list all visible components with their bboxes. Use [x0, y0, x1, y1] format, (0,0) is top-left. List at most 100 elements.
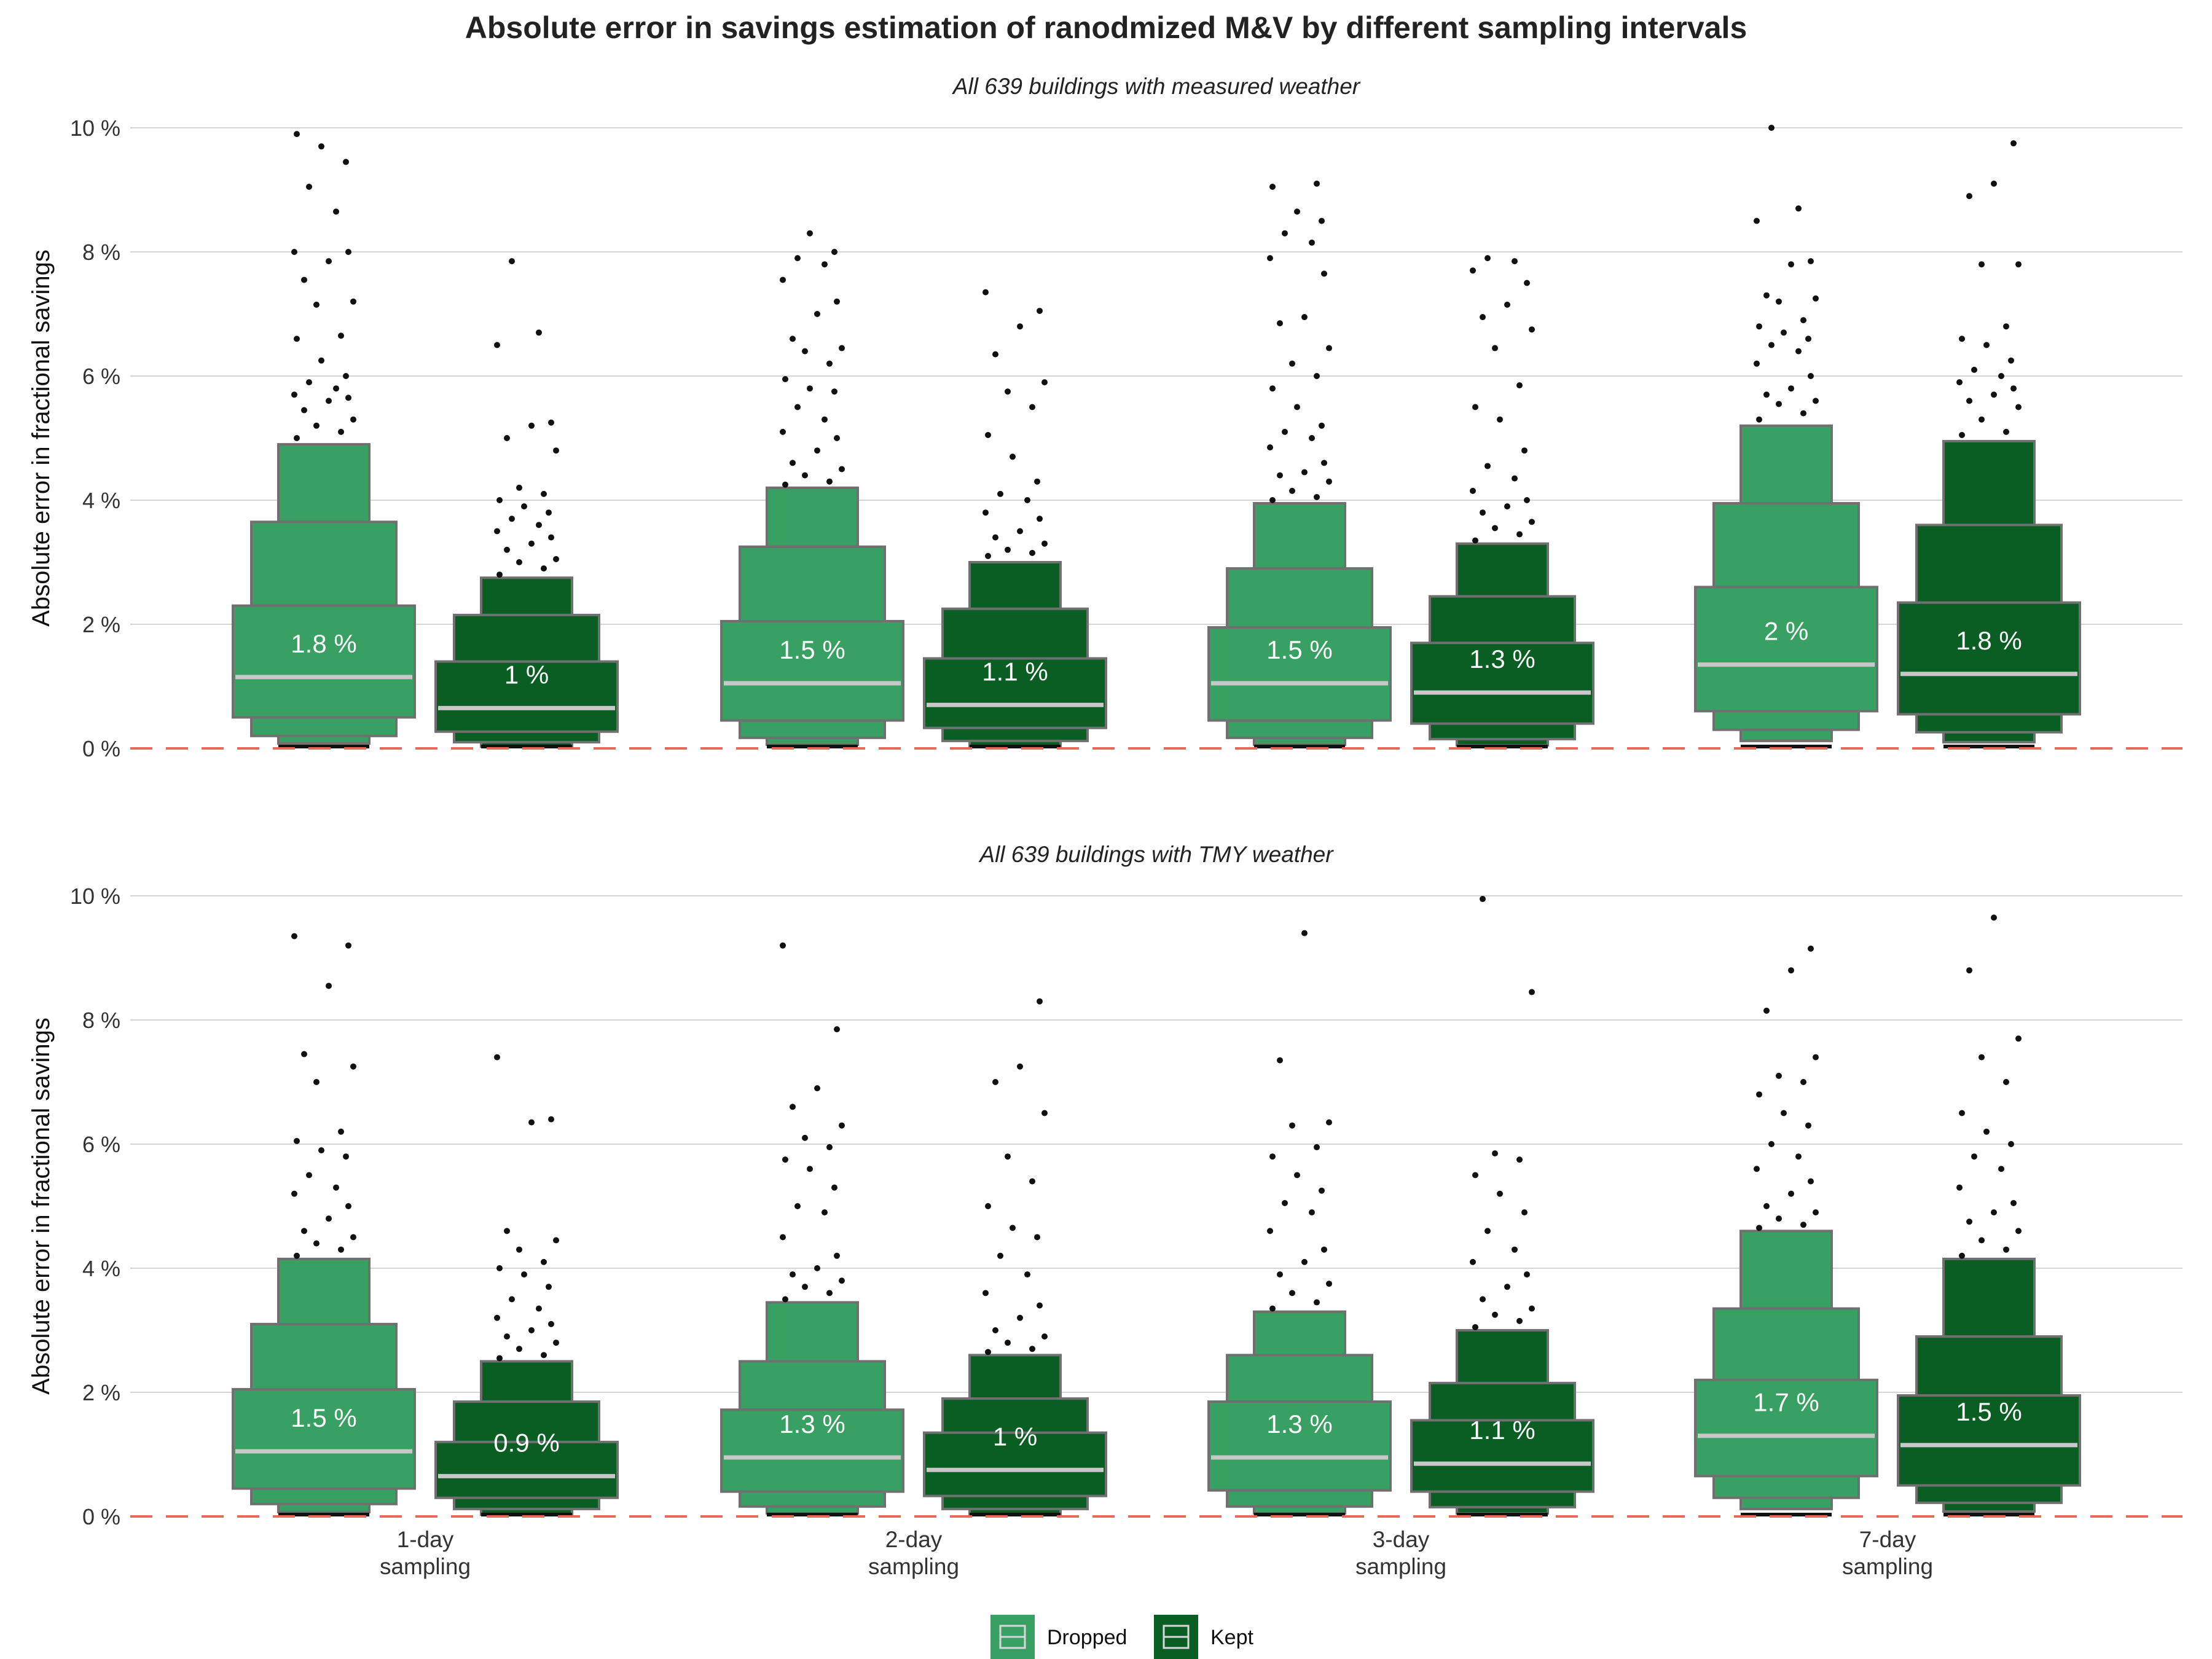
outlier-point [1289, 360, 1295, 367]
boxen-level [232, 1387, 416, 1490]
median-label: 1.7 % [1753, 1388, 1819, 1417]
outlier-point [494, 528, 500, 535]
outlier-point [1289, 487, 1295, 494]
outlier-point [343, 1153, 349, 1160]
outlier-point [345, 942, 351, 949]
lower-tail [1943, 744, 2034, 748]
outlier-point [294, 131, 300, 138]
outlier-point [1267, 255, 1273, 262]
outlier-point [1512, 258, 1518, 265]
outlier-point [536, 329, 542, 336]
boxen-kept-2: 1.1 % [923, 289, 1107, 748]
outlier-point [839, 345, 845, 351]
outlier-point [1269, 1305, 1276, 1312]
outlier-point [1813, 1054, 1819, 1061]
median-label: 1.3 % [1266, 1410, 1332, 1438]
lower-tail [1741, 1512, 1832, 1516]
lower-tail [767, 744, 858, 748]
outlier-point [536, 1305, 542, 1312]
outlier-point [1309, 239, 1315, 246]
outlier-point [291, 933, 297, 939]
outlier-point [1813, 1209, 1819, 1216]
outlier-point [313, 422, 320, 429]
boxen-level [1410, 641, 1594, 725]
chart-title: Absolute error in savings estimation of … [465, 10, 1747, 45]
outlier-point [313, 301, 320, 308]
outlier-point [1998, 373, 2004, 379]
outlier-point [2010, 385, 2017, 392]
outlier-point [802, 1134, 808, 1141]
y-tick-label: 6 % [82, 364, 120, 389]
outlier-point [985, 552, 991, 559]
outlier-point [528, 422, 535, 429]
outlier-point [1788, 261, 1794, 268]
x-tick-label: sampling [1842, 1554, 1933, 1579]
outlier-point [1966, 1218, 1972, 1225]
outlier-point [1971, 1153, 1977, 1160]
outlier-point [831, 1184, 837, 1191]
outlier-point [1524, 497, 1530, 503]
outlier-point [1959, 1252, 1965, 1259]
outlier-point [1326, 478, 1332, 485]
outlier-point [548, 419, 554, 426]
outlier-point [1326, 1119, 1332, 1126]
outlier-point [1795, 205, 1802, 212]
outlier-point [985, 1349, 991, 1355]
outlier-point [318, 143, 324, 150]
y-tick-label: 10 % [70, 884, 120, 909]
boxen-level [720, 619, 904, 722]
outlier-point [1805, 335, 1811, 342]
outlier-point [1966, 193, 1972, 200]
outlier-point [1521, 1209, 1528, 1216]
outlier-point [1294, 1172, 1300, 1179]
outlier-point [1504, 1284, 1510, 1290]
outlier-point [1808, 945, 1814, 952]
boxen-level [923, 1431, 1107, 1497]
outlier-point [1756, 1225, 1762, 1231]
outlier-point [541, 1352, 547, 1359]
outlier-point [826, 1144, 833, 1151]
outlier-point [2003, 323, 2009, 330]
boxen-dropped-4: 1.7 % [1694, 945, 1878, 1516]
outlier-point [1813, 295, 1819, 302]
outlier-point [333, 385, 339, 392]
outlier-point [318, 1147, 324, 1154]
outlier-point [509, 516, 515, 522]
outlier-point [1319, 218, 1325, 224]
outlier-point [496, 1265, 503, 1271]
outlier-point [306, 183, 312, 190]
outlier-point [1800, 317, 1806, 324]
lower-tail [767, 1512, 858, 1516]
boxen-dropped-2: 1.3 % [720, 942, 904, 1516]
lower-tail [1741, 744, 1832, 748]
x-tick-label: sampling [1355, 1554, 1446, 1579]
y-tick-label: 6 % [82, 1132, 120, 1157]
outlier-point [306, 1172, 312, 1179]
outlier-point [1017, 1314, 1023, 1321]
x-tick-label: 1-day [397, 1527, 454, 1552]
outlier-point [1294, 404, 1300, 410]
boxen-level [232, 604, 416, 719]
outlier-point [2003, 428, 2009, 435]
boxen-kept-4: 1.5 % [1897, 914, 2081, 1516]
outlier-point [1800, 1222, 1806, 1228]
outlier-point [1480, 1296, 1486, 1303]
outlier-point [834, 1026, 840, 1033]
panel-subtitle: All 639 buildings with TMY weather [978, 842, 1334, 867]
outlier-point [1029, 404, 1035, 410]
outlier-point [1776, 1072, 1782, 1079]
outlier-point [1512, 475, 1518, 482]
outlier-point [1788, 385, 1794, 392]
outlier-point [1326, 345, 1332, 351]
outlier-point [553, 447, 559, 454]
outlier-point [2003, 1246, 2009, 1253]
outlier-point [1768, 342, 1775, 348]
boxen-dropped-4: 2 % [1694, 125, 1878, 748]
outlier-point [1005, 546, 1011, 553]
outlier-point [1309, 435, 1315, 441]
outlier-point [1321, 460, 1327, 466]
outlier-point [807, 230, 813, 237]
boxen-dropped-3: 1.3 % [1207, 930, 1392, 1516]
outlier-point [509, 258, 515, 265]
outlier-point [294, 435, 300, 441]
